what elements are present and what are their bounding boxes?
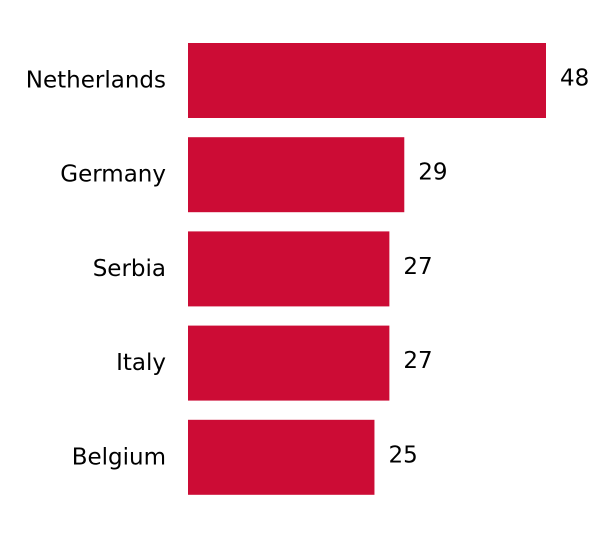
value-label-netherlands: 48 — [560, 66, 589, 92]
value-label-germany: 29 — [418, 160, 447, 186]
category-label-netherlands: Netherlands — [26, 68, 166, 94]
category-label-italy: Italy — [116, 350, 166, 376]
category-label-belgium: Belgium — [72, 444, 166, 470]
value-labels-group: 48 29 27 27 25 — [388, 66, 589, 469]
category-labels-group: Netherlands Germany Serbia Italy Belgium — [26, 68, 166, 471]
value-label-serbia: 27 — [403, 254, 432, 280]
value-label-belgium: 25 — [388, 442, 417, 468]
category-label-serbia: Serbia — [93, 256, 166, 282]
category-label-germany: Germany — [60, 162, 166, 188]
bars-group — [188, 43, 546, 495]
bar-germany — [188, 137, 405, 213]
bar-netherlands — [188, 43, 546, 118]
bar-serbia — [188, 231, 390, 307]
bar-belgium — [188, 419, 375, 495]
value-label-italy: 27 — [403, 348, 432, 374]
bar-italy — [188, 325, 390, 401]
